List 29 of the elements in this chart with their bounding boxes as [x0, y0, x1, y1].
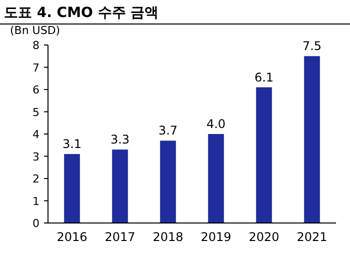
y-tick-label: 0: [32, 217, 40, 230]
x-tick-label: 2020: [248, 230, 280, 244]
x-tick-label: 2021: [296, 230, 328, 244]
bar: [160, 140, 176, 223]
y-tick-label: 6: [32, 84, 40, 96]
y-tick-label: 1: [32, 194, 40, 208]
data-label: 3.7: [158, 124, 178, 138]
x-tick-label: 2016: [56, 230, 88, 244]
y-tick-label: 7: [32, 61, 40, 74]
y-tick-label: 2: [32, 172, 40, 186]
x-tick-label: 2019: [200, 230, 232, 244]
y-tick-label: 8: [32, 39, 40, 52]
bar: [208, 134, 224, 223]
data-label: 3.1: [62, 137, 82, 152]
x-tick-label: 2018: [152, 230, 184, 244]
bar: [64, 154, 80, 223]
y-tick-label: 3: [32, 150, 40, 164]
y-axis-title: (Bn USD): [10, 24, 60, 37]
data-label: 6.1: [254, 70, 274, 84]
bar: [304, 56, 320, 223]
y-tick-label: 5: [32, 106, 40, 119]
x-tick-label: 2017: [104, 230, 136, 244]
bar: [256, 87, 272, 223]
bar: [112, 150, 128, 223]
chart-title: 도표 4. CMO 수주 금액: [4, 5, 159, 21]
data-label: 4.0: [206, 117, 226, 131]
data-label: 3.3: [110, 132, 130, 147]
y-tick-label: 4: [32, 128, 40, 141]
data-label: 7.5: [302, 39, 322, 54]
